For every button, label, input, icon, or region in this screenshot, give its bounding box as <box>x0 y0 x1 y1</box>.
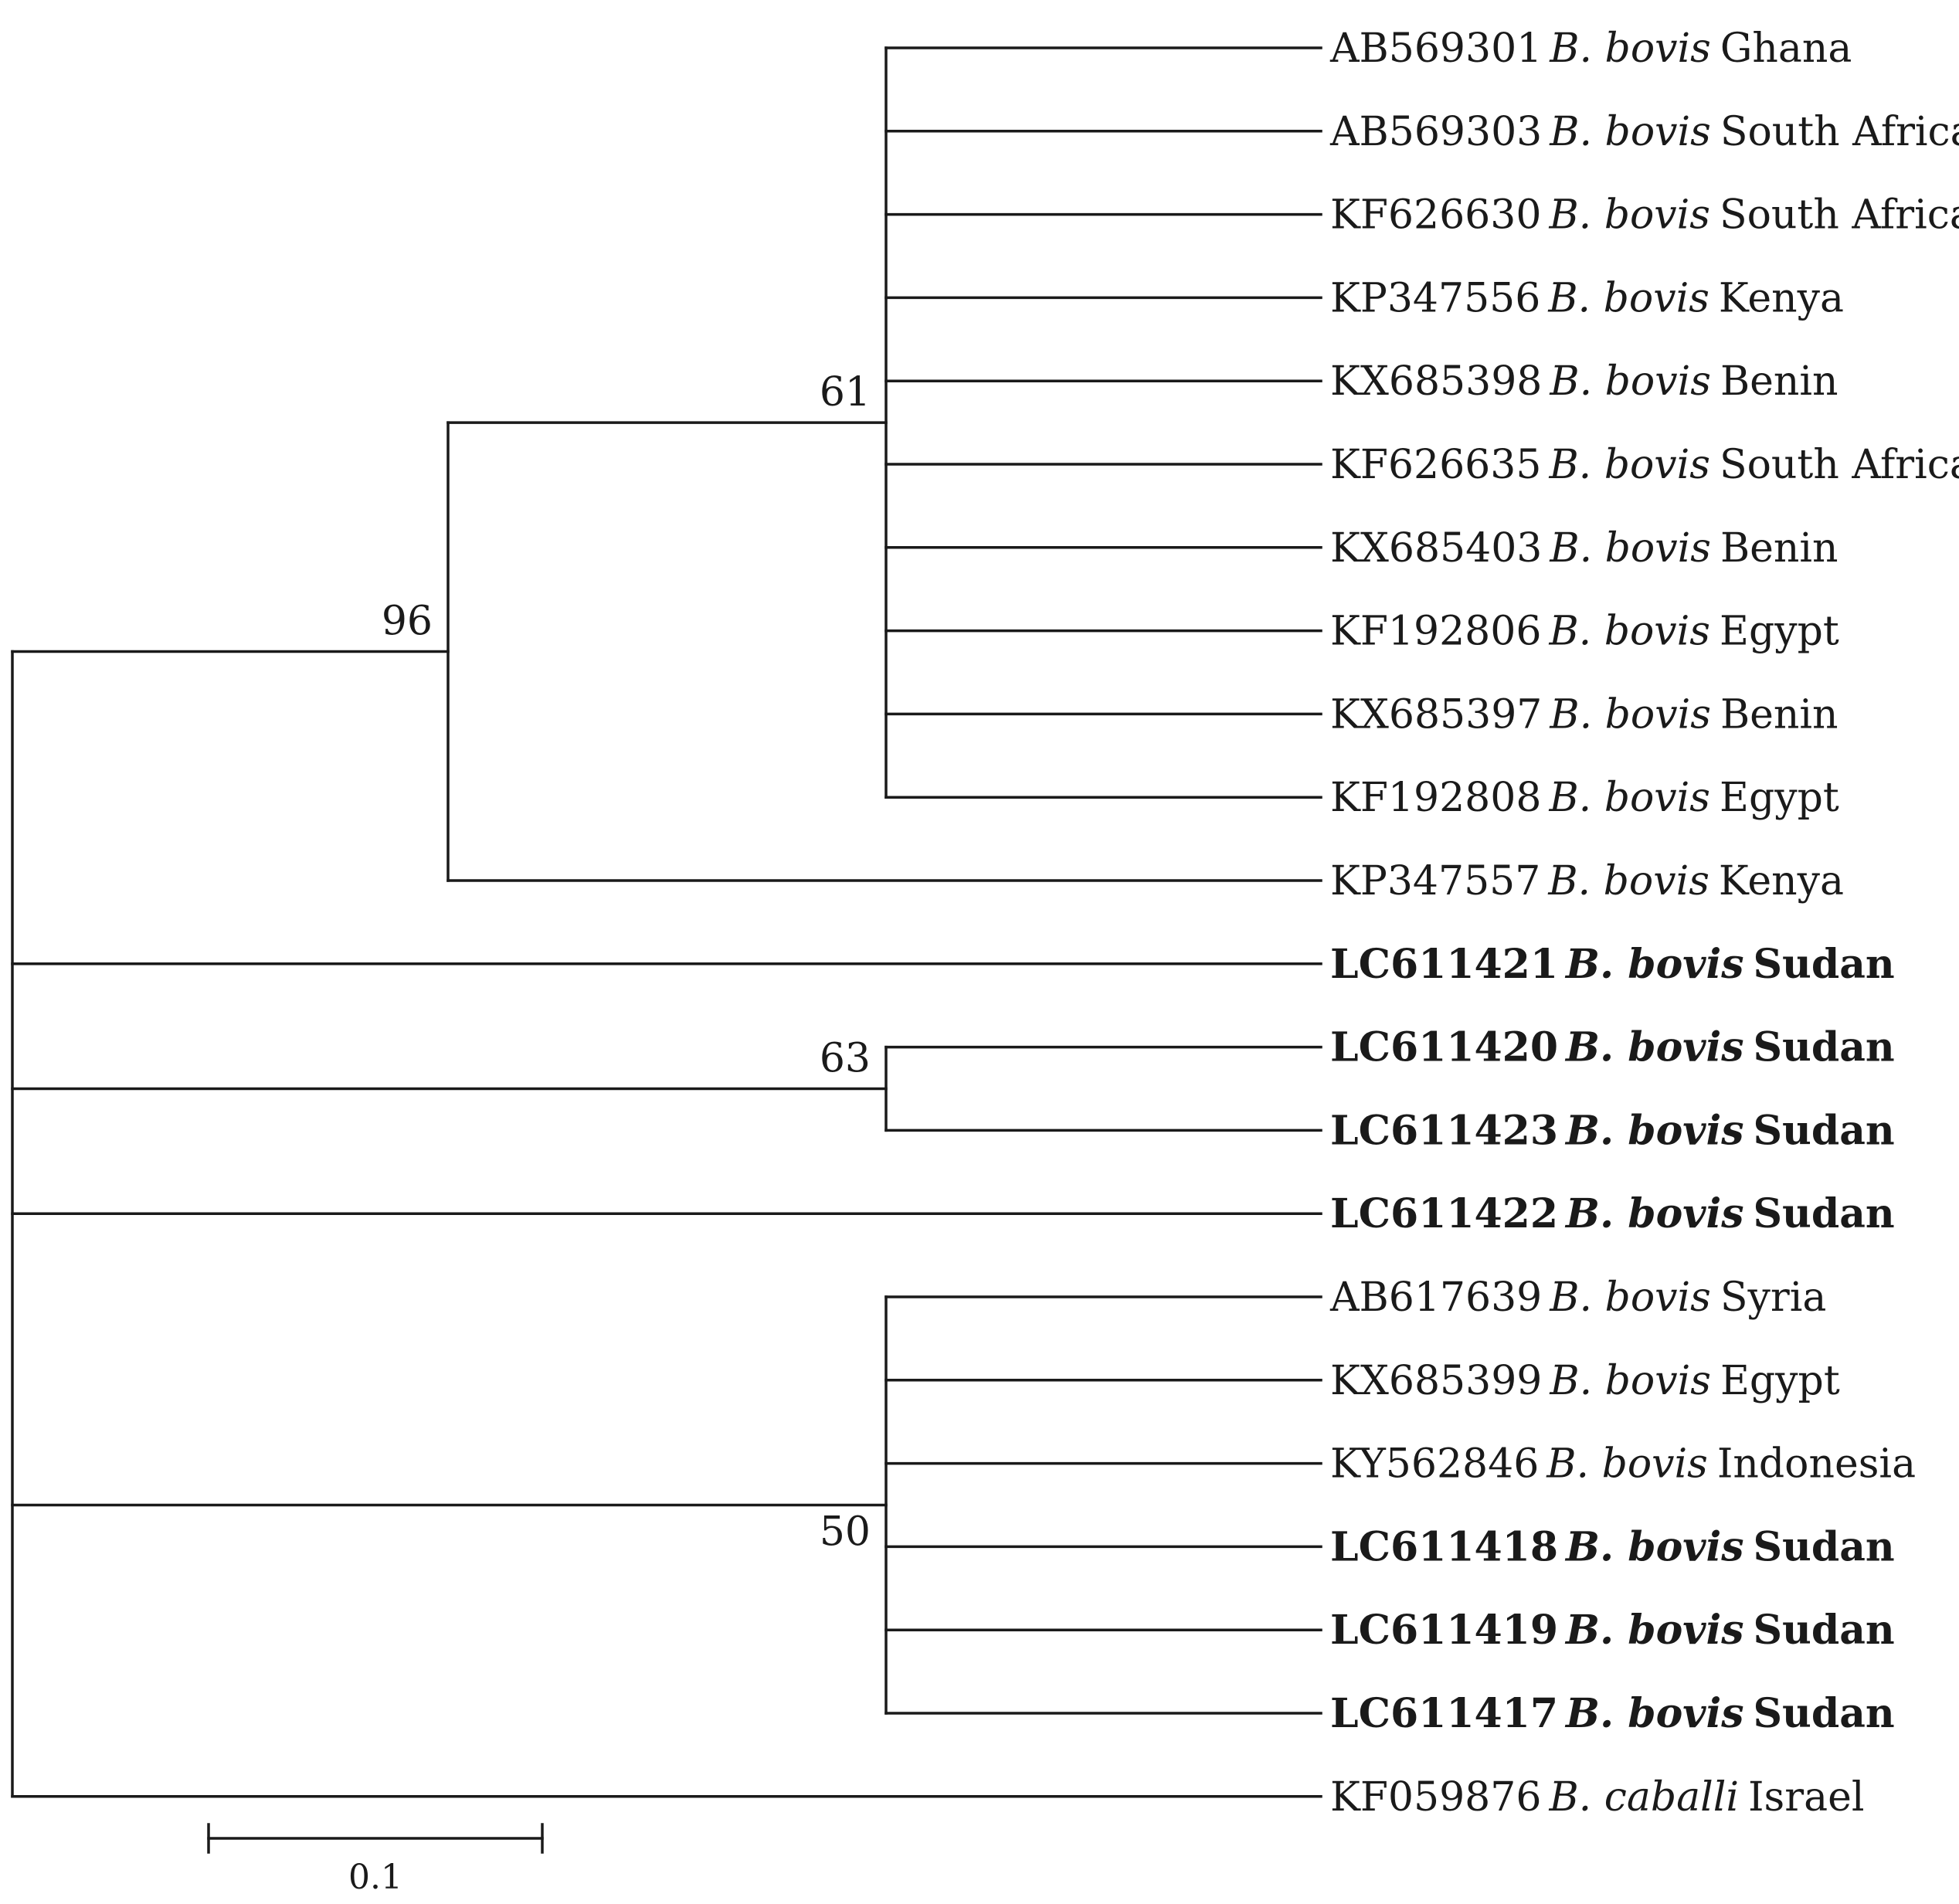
tip-country: Benin <box>1720 691 1838 738</box>
tip-accession: KF192806 <box>1330 609 1541 655</box>
bootstrap-n50: 50 <box>820 1509 871 1556</box>
tree-edges <box>11 46 1322 1798</box>
tip-accession: KF059876 <box>1330 1774 1541 1821</box>
scale-bar-label: 0.1 <box>348 1858 402 1897</box>
tip-label-kx685399: KX685399 B. bovis Egypt <box>1330 1358 1840 1404</box>
tip-country: Israel <box>1748 1774 1865 1821</box>
tip-country: Sudan <box>1754 1523 1895 1570</box>
tip-label-kx685398: KX685398 B. bovis Benin <box>1330 358 1838 405</box>
tip-label-lc611417: LC611417 B. bovis Sudan <box>1330 1690 1895 1737</box>
tip-species: B. bovis <box>1564 1107 1743 1154</box>
tip-label-lc611421: LC611421 B. bovis Sudan <box>1330 941 1895 988</box>
tip-label-kf192806: KF192806 B. bovis Egypt <box>1330 609 1839 655</box>
tip-country: South Africa <box>1720 192 1959 239</box>
tip-label-ky562846: KY562846 B. bovis Indonesia <box>1330 1441 1916 1488</box>
tip-country: Benin <box>1720 525 1838 572</box>
tip-accession: LC611417 <box>1330 1690 1558 1737</box>
tip-species: B. bovis <box>1564 1523 1743 1570</box>
tip-accession: KP347556 <box>1330 275 1540 321</box>
tip-label-kx685397: KX685397 B. bovis Benin <box>1330 691 1838 738</box>
bootstrap-n96: 96 <box>382 599 433 645</box>
tip-country: Sudan <box>1754 1690 1895 1737</box>
tip-label-ab569303: AB569303 B. bovis South Africa <box>1329 109 1959 155</box>
tip-label-ab569301: AB569301 B. bovis Ghana <box>1329 25 1852 72</box>
tip-species: B. bovis <box>1546 1441 1708 1488</box>
tip-accession: KF192808 <box>1330 775 1541 821</box>
tip-country: Egypt <box>1720 775 1839 821</box>
tip-accession: KF626635 <box>1330 442 1541 488</box>
tip-accession: LC611418 <box>1330 1523 1558 1570</box>
tip-country: Sudan <box>1754 1024 1895 1071</box>
tip-country: Egypt <box>1720 609 1839 655</box>
tip-country: Sudan <box>1754 1607 1895 1654</box>
tip-species: B. bovis <box>1564 1690 1743 1737</box>
tip-accession: LC611419 <box>1330 1607 1558 1654</box>
tip-country: Kenya <box>1719 275 1844 321</box>
scale-bar: 0.1 <box>207 1823 544 1897</box>
tip-label-ab617639: AB617639 B. bovis Syria <box>1329 1274 1826 1321</box>
tip-species: B. bovis <box>1549 1274 1711 1321</box>
tip-label-kf059876: KF059876 B. caballi Israel <box>1330 1774 1865 1821</box>
tip-species: B. bovis <box>1564 1607 1743 1654</box>
tip-species: B. bovis <box>1547 858 1709 904</box>
tip-species: B. bovis <box>1564 941 1743 988</box>
tip-country: Egypt <box>1720 1358 1840 1404</box>
tip-accession: AB617639 <box>1329 1274 1542 1321</box>
tip-country: Sudan <box>1754 941 1895 988</box>
tip-species: B. bovis <box>1549 109 1711 155</box>
tip-country: Benin <box>1720 358 1838 405</box>
bootstrap-n63: 63 <box>820 1036 871 1082</box>
tip-country: Kenya <box>1719 858 1844 904</box>
tip-species: B. bovis <box>1548 775 1710 821</box>
tip-accession: LC611420 <box>1330 1024 1558 1071</box>
tip-species: B. bovis <box>1549 691 1711 738</box>
tip-accession: KX685403 <box>1330 525 1542 572</box>
tip-species: B. bovis <box>1548 442 1710 488</box>
tip-label-kp347557: KP347557 B. bovis Kenya <box>1330 858 1844 904</box>
tip-country: Sudan <box>1754 1107 1895 1154</box>
tip-accession: KY562846 <box>1330 1441 1539 1488</box>
tip-label-lc611423: LC611423 B. bovis Sudan <box>1330 1107 1895 1154</box>
tip-label-lc611420: LC611420 B. bovis Sudan <box>1330 1024 1895 1071</box>
tip-label-kf626635: KF626635 B. bovis South Africa <box>1330 442 1959 488</box>
tip-species: B. bovis <box>1549 1358 1711 1404</box>
tip-species: B. bovis <box>1548 609 1710 655</box>
tip-accession: KP347557 <box>1330 858 1540 904</box>
tip-label-kx685403: KX685403 B. bovis Benin <box>1330 525 1838 572</box>
tip-accession: KX685398 <box>1330 358 1542 405</box>
tip-species: B. bovis <box>1564 1190 1743 1237</box>
bootstrap-values: 96 61 63 50 <box>382 369 871 1555</box>
tip-country: Indonesia <box>1717 1441 1916 1488</box>
tip-label-lc611419: LC611419 B. bovis Sudan <box>1330 1607 1895 1654</box>
tip-label-lc611418: LC611418 B. bovis Sudan <box>1330 1523 1895 1570</box>
tip-accession: LC611423 <box>1330 1107 1558 1154</box>
tip-country: Syria <box>1720 1274 1827 1321</box>
tip-species: B. bovis <box>1549 25 1711 72</box>
tip-accession: LC611422 <box>1330 1190 1558 1237</box>
tip-label-lc611422: LC611422 B. bovis Sudan <box>1330 1190 1895 1237</box>
tip-country: Ghana <box>1720 25 1852 72</box>
tip-accession: KF626630 <box>1330 192 1541 239</box>
tip-label-kp347556: KP347556 B. bovis Kenya <box>1330 275 1844 321</box>
tip-species: B. caballi <box>1548 1774 1739 1821</box>
tip-species: B. bovis <box>1547 275 1709 321</box>
tip-accession: AB569301 <box>1329 25 1542 72</box>
tip-accession: KX685399 <box>1330 1358 1542 1404</box>
tip-label-kf626630: KF626630 B. bovis South Africa <box>1330 192 1959 239</box>
tip-species: B. bovis <box>1564 1024 1743 1071</box>
tip-accession: AB569303 <box>1329 109 1542 155</box>
tip-label-kf192808: KF192808 B. bovis Egypt <box>1330 775 1839 821</box>
tip-country: South Africa <box>1720 109 1959 155</box>
tip-species: B. bovis <box>1549 525 1711 572</box>
tip-country: Sudan <box>1754 1190 1895 1237</box>
bootstrap-n61: 61 <box>820 369 871 416</box>
tip-species: B. bovis <box>1548 192 1710 239</box>
tip-country: South Africa <box>1720 442 1959 488</box>
tip-accession: LC611421 <box>1330 941 1558 988</box>
tip-species: B. bovis <box>1549 358 1711 405</box>
tip-accession: KX685397 <box>1330 691 1542 738</box>
